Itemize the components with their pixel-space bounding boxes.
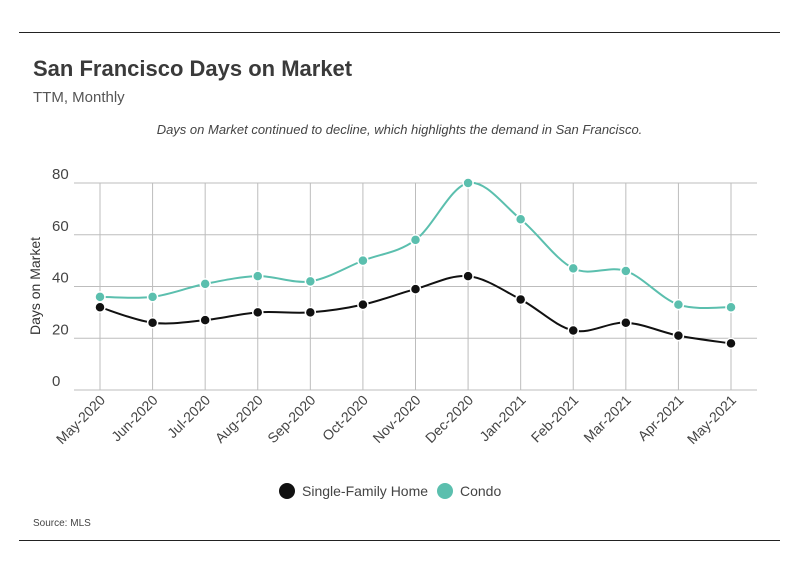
chart-subtitle: TTM, Monthly (33, 89, 125, 106)
data-point-condo (620, 265, 632, 277)
x-tick-label: Feb-2021 (528, 392, 582, 446)
data-point-condo (304, 275, 317, 288)
legend-condo: Condo (437, 483, 501, 499)
y-tick-label: 20 (52, 321, 69, 338)
y-tick-label: 80 (52, 166, 69, 183)
data-point-single-family (620, 316, 632, 329)
x-tick-label: Apr-2021 (634, 392, 686, 444)
data-point-single-family (304, 306, 317, 319)
chart-title: San Francisco Days on Market (33, 56, 353, 81)
x-tick-label: May-2021 (684, 392, 739, 447)
data-point-single-family (199, 314, 211, 326)
y-tick-label: 40 (52, 270, 69, 287)
x-tick-label: Oct-2020 (319, 392, 371, 444)
data-point-condo (199, 278, 211, 290)
x-tick-label: Jan-2021 (476, 392, 529, 445)
data-point-single-family (94, 301, 106, 313)
data-point-condo (462, 177, 474, 189)
data-point-condo (146, 291, 159, 303)
y-tick-label: 60 (52, 218, 69, 235)
legend-marker-condo (437, 483, 453, 499)
data-point-condo (94, 291, 106, 303)
x-tick-label: Aug-2020 (212, 392, 266, 446)
chart-annotation: Days on Market continued to decline, whi… (156, 122, 643, 137)
y-axis-label: Days on Market (27, 237, 43, 335)
x-tick-label: Dec-2020 (422, 392, 476, 446)
data-point-single-family (567, 324, 579, 337)
data-point-condo (672, 298, 685, 311)
data-point-condo (514, 213, 527, 225)
x-tick-label: May-2020 (53, 392, 108, 447)
data-point-single-family (514, 293, 527, 306)
top-rule (19, 32, 780, 33)
legend-single-family: Single-Family Home (279, 483, 428, 499)
data-point-single-family (252, 306, 264, 319)
data-point-condo (409, 234, 422, 246)
data-point-condo (567, 262, 579, 275)
legend-label-condo: Condo (460, 483, 502, 499)
data-point-single-family (357, 298, 369, 311)
data-point-single-family (146, 316, 159, 329)
source-note: Source: MLS (33, 518, 91, 529)
legend-label-single-family: Single-Family Home (302, 483, 429, 499)
data-point-single-family (462, 270, 474, 282)
data-point-single-family (725, 337, 737, 350)
x-tick-label: Sep-2020 (264, 392, 318, 446)
data-point-single-family (409, 283, 422, 295)
bottom-rule (19, 540, 780, 541)
y-tick-label: 0 (52, 373, 60, 390)
data-point-condo (357, 254, 369, 267)
legend-marker-single-family (279, 483, 295, 499)
x-tick-label: Jul-2020 (164, 392, 213, 441)
x-tick-label: Nov-2020 (369, 392, 423, 446)
data-point-condo (725, 301, 737, 313)
data-point-condo (252, 270, 264, 282)
data-point-single-family (672, 329, 685, 342)
x-tick-label: Jun-2020 (108, 392, 161, 445)
x-tick-label: Mar-2021 (580, 392, 634, 446)
